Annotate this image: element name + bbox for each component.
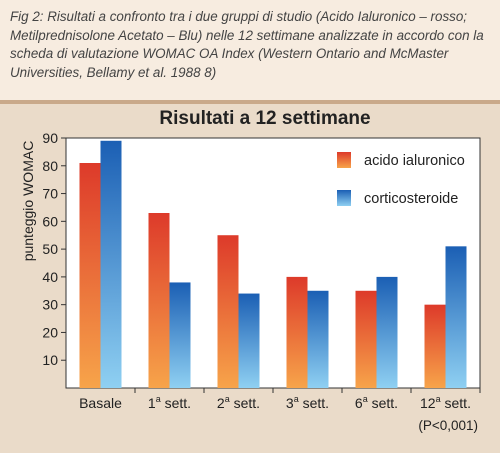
y-ticks: 10 20 30 40 50 60 70 80 90 bbox=[42, 130, 66, 368]
figure-caption: Fig 2: Risultati a confronto tra i due g… bbox=[10, 9, 484, 80]
bar-corticosteroide bbox=[445, 246, 467, 388]
y-axis-label: punteggio WOMAC bbox=[20, 141, 36, 262]
x-tick-label: 6a sett. bbox=[355, 394, 398, 411]
bar-acido-ialuronico bbox=[79, 163, 101, 388]
x-tick-label: 12a sett. bbox=[420, 394, 471, 411]
x-tick-label: 1a sett. bbox=[148, 394, 191, 411]
legend-swatch bbox=[337, 152, 351, 168]
y-tick-label: 80 bbox=[42, 158, 58, 174]
chart-title: Risultati a 12 settimane bbox=[159, 108, 370, 129]
y-tick-label: 90 bbox=[42, 130, 58, 146]
plot-area bbox=[65, 137, 481, 389]
y-tick-label: 40 bbox=[42, 269, 58, 285]
bar-corticosteroide bbox=[100, 140, 122, 388]
y-tick-label: 20 bbox=[42, 324, 58, 340]
bar-acido-ialuronico bbox=[148, 213, 170, 388]
x-tick-labels: Basale 1a sett. 2a sett. 3a sett. 6a sett. 12… bbox=[79, 388, 481, 411]
x-tick-label: 2a sett. bbox=[217, 394, 260, 411]
bar-acido-ialuronico bbox=[424, 304, 446, 388]
bar-corticosteroide bbox=[238, 293, 260, 388]
legend-label: acido ialuronico bbox=[364, 153, 465, 169]
bar-corticosteroide bbox=[169, 282, 191, 388]
bars bbox=[79, 140, 467, 388]
bar-acido-ialuronico bbox=[355, 290, 377, 388]
y-tick-label: 50 bbox=[42, 241, 58, 257]
y-tick-label: 60 bbox=[42, 213, 58, 229]
panel-top-rule bbox=[0, 100, 500, 104]
significance-note: (P<0,001) bbox=[418, 418, 478, 433]
y-tick-label: 30 bbox=[42, 297, 58, 313]
y-tick-label: 70 bbox=[42, 186, 58, 202]
bar-corticosteroide bbox=[376, 276, 398, 388]
legend-swatch bbox=[337, 190, 351, 206]
x-tick-label: 3a sett. bbox=[286, 394, 329, 411]
bar-acido-ialuronico bbox=[286, 276, 308, 388]
legend-label: corticosteroide bbox=[364, 191, 458, 207]
y-tick-label: 10 bbox=[42, 352, 58, 368]
bar-acido-ialuronico bbox=[217, 235, 239, 388]
legend: acido ialuronico corticosteroide bbox=[337, 152, 465, 207]
bar-corticosteroide bbox=[307, 290, 329, 388]
x-tick-label: Basale bbox=[79, 395, 122, 411]
